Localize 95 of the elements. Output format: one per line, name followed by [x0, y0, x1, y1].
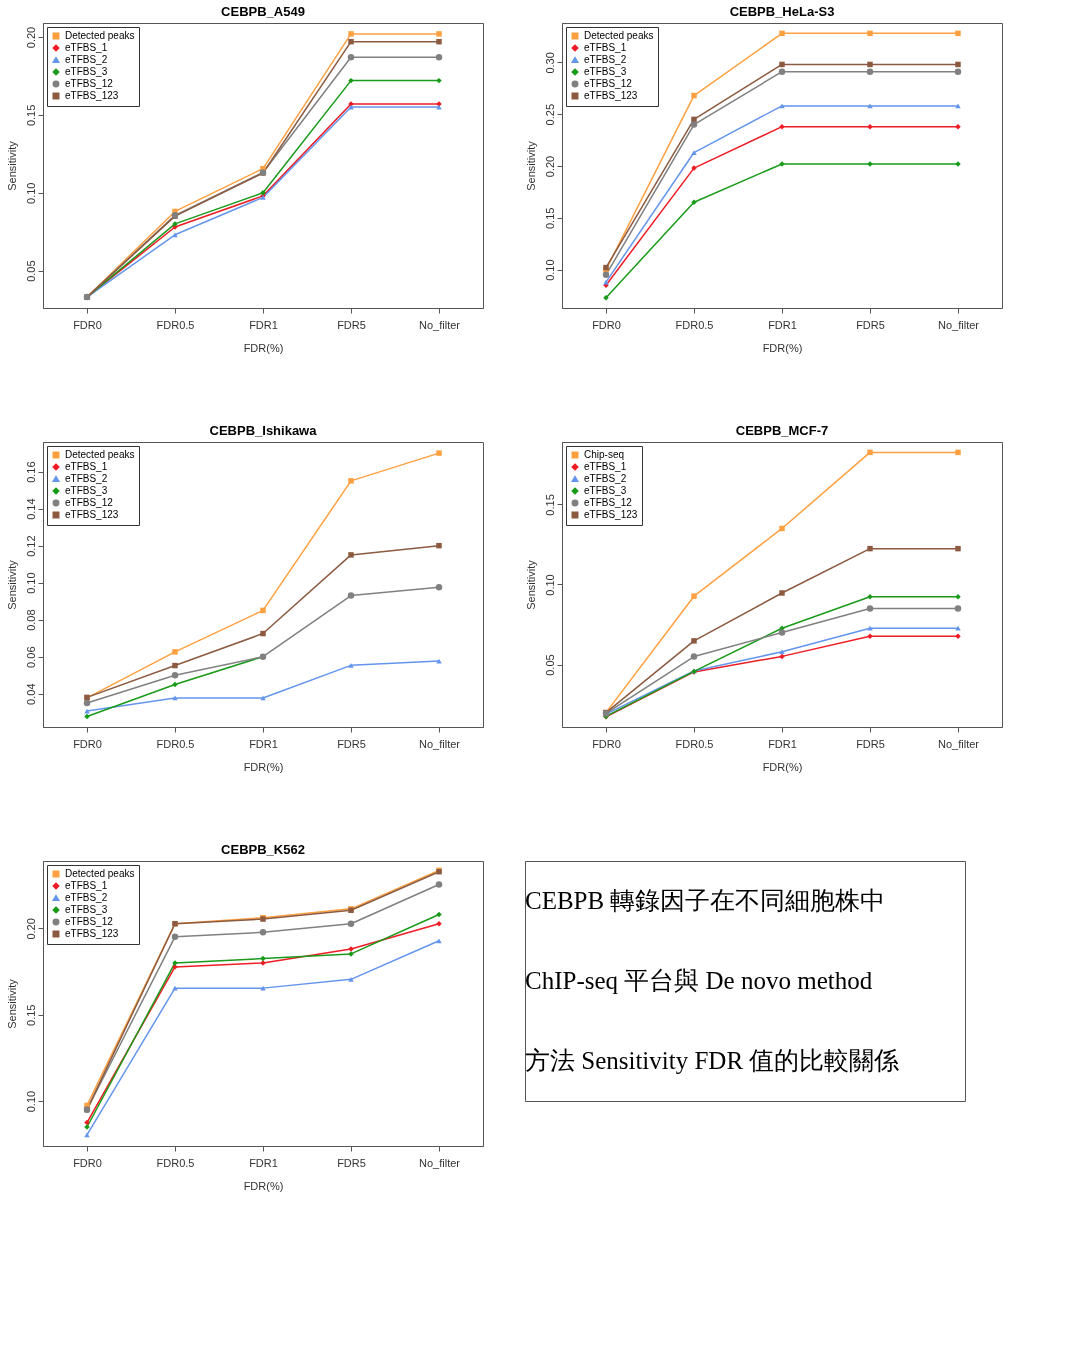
x-axis-title: FDR(%): [243, 760, 284, 773]
x-axis-title: FDR(%): [243, 341, 284, 354]
y-tick-label: 0.15: [543, 494, 556, 516]
legend-label: eTFBS_123: [65, 90, 119, 101]
x-tick-label: FDR1: [768, 737, 797, 750]
x-tick-label: FDR1: [768, 318, 797, 331]
x-tick-label: FDR5: [856, 318, 885, 331]
x-tick-label: FDR0: [73, 1156, 102, 1169]
legend-label: eTFBS_2: [65, 54, 108, 65]
legend-label: eTFBS_2: [584, 473, 627, 484]
legend-label: Detected peaks: [584, 30, 654, 41]
y-tick-label: 0.10: [24, 572, 37, 594]
legend-label: eTFBS_3: [584, 66, 627, 77]
y-tick-label: 0.05: [24, 260, 37, 282]
legend-label: eTFBS_1: [584, 461, 627, 472]
y-tick-label: 0.20: [24, 26, 37, 49]
legend-label: eTFBS_123: [65, 509, 119, 520]
y-axis-title: Sensitivity: [524, 140, 537, 191]
y-tick-label: 0.30: [543, 52, 556, 74]
legend-label: eTFBS_12: [65, 497, 114, 508]
x-tick-label: FDR5: [337, 737, 366, 750]
legend-label: eTFBS_2: [65, 892, 108, 903]
y-tick-label: 0.15: [24, 1004, 37, 1026]
legend-label: eTFBS_1: [584, 42, 627, 53]
y-tick-label: 0.06: [24, 646, 37, 668]
legend-label: eTFBS_12: [65, 78, 114, 89]
legend-label: eTFBS_1: [65, 880, 108, 891]
text: ChIP-seq 平台與 De novo method: [525, 967, 873, 994]
x-tick-label: FDR5: [856, 737, 885, 750]
y-tick-label: 0.05: [543, 654, 556, 676]
x-tick-label: FDR5: [337, 1156, 366, 1169]
legend-label: eTFBS_2: [65, 473, 108, 484]
x-tick-label: FDR0.5: [156, 1156, 195, 1169]
x-axis-title: FDR(%): [243, 1179, 284, 1192]
x-tick-label: FDR1: [249, 1156, 278, 1169]
x-tick-label: FDR0.5: [156, 737, 195, 750]
legend-label: eTFBS_12: [584, 78, 633, 89]
y-tick-label: 0.15: [543, 207, 556, 230]
y-tick-label: 0.10: [543, 259, 556, 281]
chart-title: CEBPB_Ishikawa: [209, 423, 318, 438]
x-tick-label: No_filter: [419, 318, 461, 331]
legend-label: Detected peaks: [65, 868, 135, 879]
y-axis-title: Sensitivity: [5, 559, 18, 610]
y-tick-label: 0.08: [24, 609, 37, 631]
legend-label: eTFBS_1: [65, 461, 108, 472]
x-axis-title: FDR(%): [762, 341, 803, 354]
y-tick-label: 0.12: [24, 535, 37, 557]
y-axis-title: Sensitivity: [5, 978, 18, 1029]
legend-label: Chip-seq: [584, 449, 625, 460]
y-tick-label: 0.10: [24, 1090, 37, 1113]
x-axis-title: FDR(%): [762, 760, 803, 773]
chart-title: CEBPB_A549: [221, 4, 305, 19]
y-tick-label: 0.20: [543, 155, 556, 178]
x-tick-label: No_filter: [419, 737, 461, 750]
chart-title: CEBPB_MCF-7: [735, 423, 829, 438]
x-tick-label: FDR1: [249, 737, 278, 750]
legend-label: eTFBS_123: [584, 90, 638, 101]
y-tick-label: 0.10: [24, 182, 37, 204]
y-tick-label: 0.25: [543, 103, 556, 126]
text: CEBPB 轉錄因子在不同細胞株中: [525, 887, 886, 914]
legend-label: eTFBS_2: [584, 54, 627, 65]
x-tick-label: FDR0: [73, 318, 102, 331]
x-tick-label: No_filter: [419, 1156, 461, 1169]
y-tick-label: 0.15: [24, 104, 37, 127]
legend-label: eTFBS_3: [584, 485, 627, 496]
legend-label: eTFBS_3: [65, 66, 108, 77]
y-axis-title: Sensitivity: [5, 140, 18, 191]
x-tick-label: FDR0.5: [675, 737, 714, 750]
text: 方法 Sensitivity FDR 值的比較關係: [525, 1047, 900, 1074]
chart-title: CEBPB_HeLa-S3: [729, 4, 835, 19]
y-tick-label: 0.16: [24, 461, 37, 483]
x-tick-label: FDR0.5: [675, 318, 714, 331]
legend-label: Detected peaks: [65, 449, 135, 460]
legend-label: eTFBS_12: [65, 916, 114, 927]
y-tick-label: 0.14: [24, 498, 37, 520]
x-tick-label: FDR0: [592, 737, 621, 750]
chart-title: CEBPB_K562: [221, 842, 305, 857]
x-tick-label: FDR1: [249, 318, 278, 331]
y-tick-label: 0.04: [24, 683, 37, 705]
y-tick-label: 0.10: [543, 574, 556, 596]
x-tick-label: FDR5: [337, 318, 366, 331]
legend-label: eTFBS_3: [65, 485, 108, 496]
y-tick-label: 0.20: [24, 918, 37, 940]
x-tick-label: FDR0: [73, 737, 102, 750]
legend-label: eTFBS_12: [584, 497, 633, 508]
x-tick-label: No_filter: [938, 318, 980, 331]
legend-label: eTFBS_3: [65, 904, 108, 915]
x-tick-label: FDR0: [592, 318, 621, 331]
legend-label: eTFBS_123: [65, 928, 119, 939]
y-axis-title: Sensitivity: [524, 559, 537, 610]
legend-label: eTFBS_123: [584, 509, 638, 520]
x-tick-label: FDR0.5: [156, 318, 195, 331]
legend-label: eTFBS_1: [65, 42, 108, 53]
legend-label: Detected peaks: [65, 30, 135, 41]
x-tick-label: No_filter: [938, 737, 980, 750]
